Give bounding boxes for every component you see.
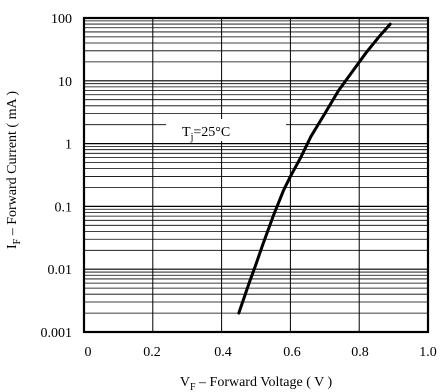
y-tick-label: 10 (58, 75, 72, 90)
x-tick-label: 1.0 (419, 345, 437, 360)
x-tick-label: 0.4 (214, 345, 232, 360)
y-tick-label: 0.1 (55, 200, 73, 215)
y-tick-label: 100 (51, 12, 72, 27)
x-tick-label: 0 (85, 345, 92, 360)
y-tick-label: 0.01 (48, 263, 73, 278)
y-axis-label: IF – Forward Current ( mA ) (5, 91, 23, 249)
x-tick-label: 0.6 (283, 345, 301, 360)
grid-lines (84, 18, 428, 332)
series-line (237, 22, 392, 315)
x-axis-label: VF – Forward Voltage ( V ) (180, 375, 333, 392)
x-tick-label: 0.8 (351, 345, 369, 360)
plot-frame (82, 16, 430, 334)
y-tick-label: 1 (65, 138, 72, 153)
x-tick-labels: 0 0.2 0.4 0.6 0.8 1.0 (85, 345, 437, 360)
annotation-background (166, 119, 286, 141)
x-tick-label: 0.2 (143, 345, 161, 360)
annotation-tj: Tj=25°C (182, 125, 230, 143)
y-tick-labels: 0.001 0.01 0.1 1 10 100 (41, 12, 73, 341)
y-tick-label: 0.001 (41, 326, 73, 341)
